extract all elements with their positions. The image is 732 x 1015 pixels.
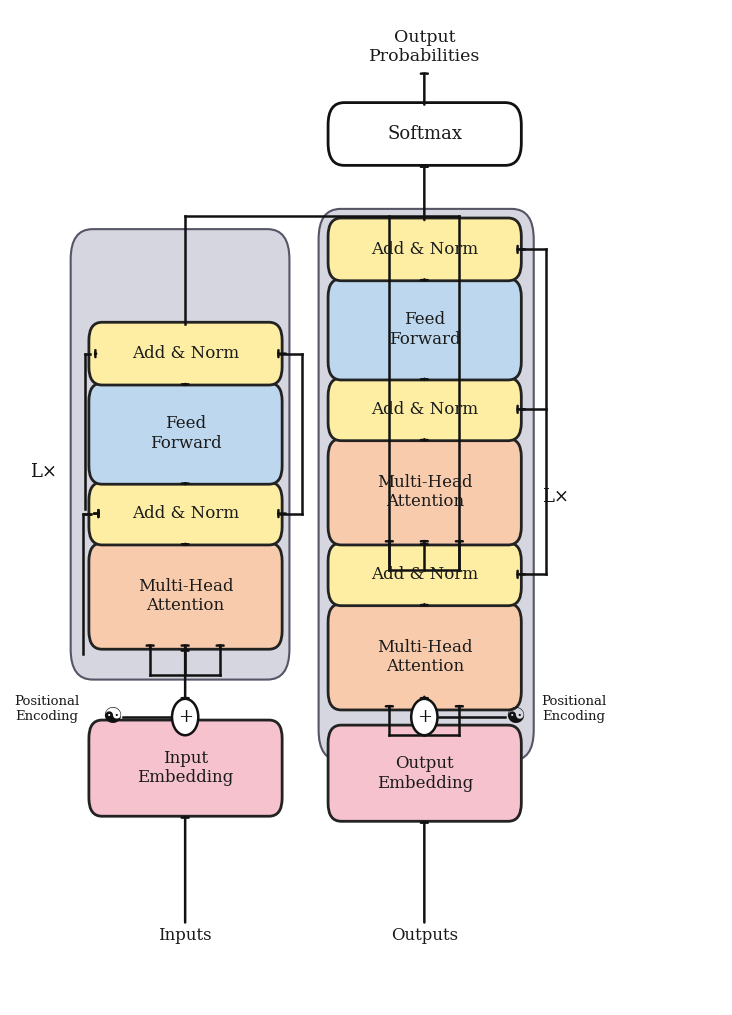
Text: Inputs: Inputs	[158, 927, 212, 944]
Circle shape	[172, 698, 198, 735]
FancyBboxPatch shape	[328, 279, 521, 380]
Text: Add & Norm: Add & Norm	[371, 241, 478, 258]
Text: Add & Norm: Add & Norm	[371, 565, 478, 583]
FancyBboxPatch shape	[328, 218, 521, 281]
Text: +: +	[417, 708, 432, 726]
FancyBboxPatch shape	[328, 543, 521, 606]
FancyBboxPatch shape	[328, 725, 521, 821]
Text: Outputs: Outputs	[391, 927, 458, 944]
Text: Output
Embedding: Output Embedding	[376, 755, 473, 792]
Text: Feed
Forward: Feed Forward	[150, 415, 221, 452]
FancyBboxPatch shape	[318, 209, 534, 760]
Text: L×: L×	[30, 463, 57, 481]
Text: L×: L×	[542, 488, 569, 506]
Text: Multi-Head
Attention: Multi-Head Attention	[377, 474, 472, 511]
Text: Positional
Encoding: Positional Encoding	[14, 695, 79, 723]
Text: Multi-Head
Attention: Multi-Head Attention	[377, 638, 472, 675]
Text: +: +	[178, 708, 193, 726]
Text: Add & Norm: Add & Norm	[371, 401, 478, 418]
Text: Positional
Encoding: Positional Encoding	[541, 695, 606, 723]
FancyBboxPatch shape	[89, 543, 282, 650]
Text: Softmax: Softmax	[387, 125, 462, 143]
Text: Input
Embedding: Input Embedding	[138, 750, 234, 787]
Text: Add & Norm: Add & Norm	[132, 345, 239, 362]
Circle shape	[411, 698, 438, 735]
Text: Multi-Head
Attention: Multi-Head Attention	[138, 578, 234, 614]
Text: Add & Norm: Add & Norm	[132, 505, 239, 522]
FancyBboxPatch shape	[328, 378, 521, 441]
FancyBboxPatch shape	[89, 383, 282, 484]
Text: ☯: ☯	[506, 707, 526, 727]
FancyBboxPatch shape	[328, 438, 521, 545]
FancyBboxPatch shape	[89, 482, 282, 545]
FancyBboxPatch shape	[89, 720, 282, 816]
FancyBboxPatch shape	[328, 103, 521, 165]
FancyBboxPatch shape	[89, 323, 282, 385]
FancyBboxPatch shape	[71, 229, 289, 680]
FancyBboxPatch shape	[328, 604, 521, 709]
Text: ☯: ☯	[102, 707, 122, 727]
Text: Output
Probabilities: Output Probabilities	[369, 28, 480, 65]
Text: Feed
Forward: Feed Forward	[389, 311, 460, 348]
